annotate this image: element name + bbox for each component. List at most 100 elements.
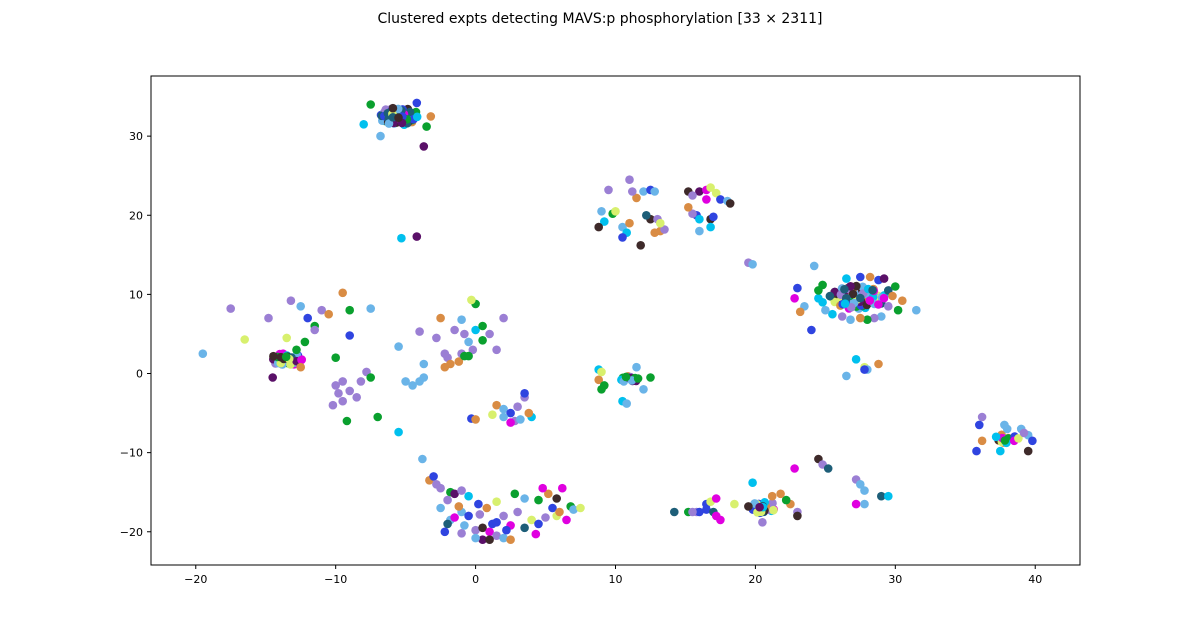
data-point-399 [499, 404, 508, 414]
data-point-464 [748, 260, 757, 269]
data-point-460 [646, 373, 655, 382]
data-point-406 [516, 415, 525, 424]
data-point-401 [513, 402, 522, 412]
data-point-459 [632, 362, 641, 372]
data-point-532 [767, 491, 777, 501]
data-point-267 [426, 112, 436, 121]
data-point-358 [492, 531, 501, 540]
data-point-249 [621, 372, 631, 382]
y-tick-label-2: 0 [136, 368, 143, 381]
data-point-354 [471, 525, 480, 535]
x-tick-label-3: 10 [609, 573, 623, 586]
data-point-355 [478, 523, 487, 533]
data-point-503 [823, 464, 833, 473]
data-point-207 [840, 299, 850, 309]
data-point-438 [706, 183, 715, 192]
data-point-390 [492, 518, 501, 527]
data-point-314 [464, 337, 473, 347]
data-point-546 [991, 432, 1001, 442]
data-point-321 [478, 321, 487, 331]
x-tick-label-5: 30 [888, 573, 902, 586]
plot-frame [150, 75, 1081, 566]
data-point-368 [499, 511, 508, 521]
data-point-324 [499, 313, 508, 323]
data-point-195 [879, 293, 889, 303]
data-point-434 [642, 211, 651, 220]
data-point-475 [856, 272, 865, 282]
ticks-layer: −20 −10 0 10 20 30 40 −20 −10 0 10 20 30 [120, 130, 1042, 586]
data-point-423 [628, 187, 637, 196]
data-point-386 [538, 483, 547, 493]
data-point-424 [639, 187, 648, 196]
data-point-364 [460, 521, 469, 530]
data-point-281 [338, 288, 348, 298]
data-point-316 [454, 357, 464, 366]
data-point-454 [594, 375, 603, 385]
data-point-374 [531, 529, 541, 539]
x-tick-label-0: −20 [184, 573, 207, 586]
data-point-294 [296, 362, 306, 372]
data-point-439 [711, 188, 721, 198]
data-point-383 [576, 503, 585, 513]
data-point-279 [317, 305, 327, 315]
data-point-480 [891, 282, 900, 291]
data-point-342 [436, 483, 445, 493]
data-point-286 [282, 333, 292, 343]
data-point-392 [475, 510, 485, 519]
data-point-349 [464, 511, 473, 521]
data-point-269 [359, 120, 369, 129]
data-point-295 [338, 377, 348, 386]
data-point-287 [310, 325, 320, 335]
data-point-311 [450, 325, 459, 335]
chart-title: Clustered expts detecting MAVS:p phospho… [378, 11, 823, 27]
data-point-543 [1023, 446, 1033, 456]
data-point-290 [198, 349, 208, 359]
data-point-442 [725, 199, 735, 208]
data-point-462 [597, 367, 606, 377]
data-point-322 [485, 329, 494, 339]
points-layer [198, 98, 1037, 544]
data-point-391 [502, 525, 511, 535]
data-point-308 [415, 327, 424, 336]
data-point-337 [394, 427, 403, 437]
data-point-476 [865, 272, 875, 282]
data-point-375 [541, 513, 550, 522]
data-point-410 [488, 410, 497, 420]
data-point-510 [748, 478, 757, 488]
data-point-291 [292, 345, 301, 355]
data-point-398 [492, 400, 501, 410]
data-point-432 [636, 241, 645, 250]
data-point-542 [1028, 436, 1037, 446]
data-point-351 [443, 519, 452, 529]
data-point-447 [709, 212, 718, 222]
x-tick-label-1: −10 [324, 573, 347, 586]
data-point-504 [790, 464, 799, 473]
data-point-345 [457, 486, 466, 495]
y-tick-label-4: 20 [129, 209, 143, 222]
data-point-297 [345, 386, 355, 396]
data-point-205 [874, 300, 883, 309]
data-point-300 [366, 373, 376, 382]
data-point-393 [454, 502, 464, 511]
data-point-270 [376, 131, 385, 141]
data-point-508 [776, 489, 785, 499]
data-point-507 [781, 495, 791, 505]
data-point-533 [688, 507, 697, 517]
data-point-219 [768, 498, 777, 508]
data-point-76 [384, 119, 394, 128]
data-point-265 [366, 100, 376, 109]
data-point-264 [1000, 436, 1010, 445]
data-point-415 [600, 217, 609, 226]
data-point-331 [432, 333, 441, 343]
data-point-426 [650, 187, 659, 196]
data-point-197 [825, 291, 835, 301]
data-point-115 [297, 355, 306, 365]
data-point-400 [506, 408, 515, 418]
data-point-288 [345, 331, 355, 340]
data-point-234 [755, 502, 764, 512]
data-point-366 [482, 503, 492, 513]
data-point-302 [352, 393, 362, 402]
data-point-277 [296, 302, 306, 311]
